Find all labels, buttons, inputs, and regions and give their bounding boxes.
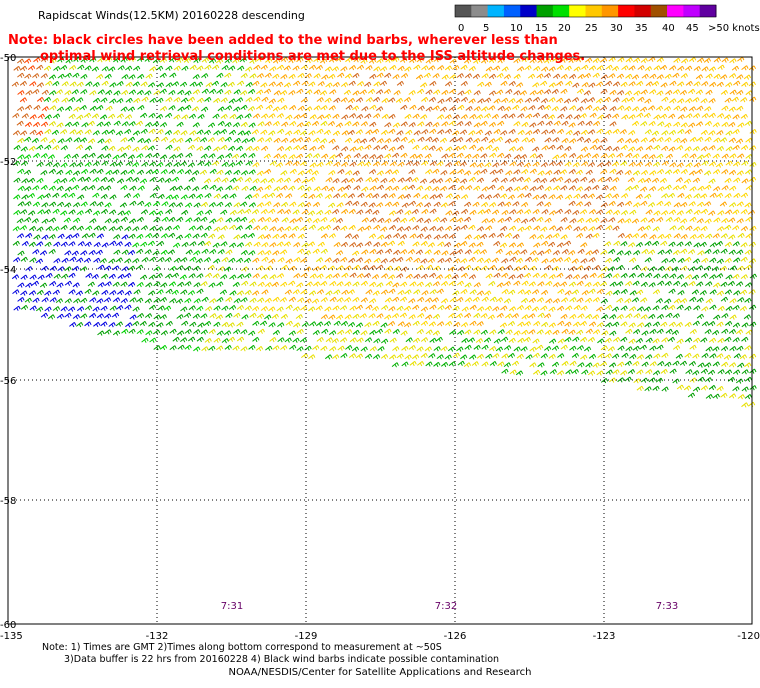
colorbar-label: 0	[458, 23, 464, 34]
longitude-label: -132	[146, 631, 169, 642]
wind-barb-group	[253, 56, 756, 280]
longitude-label: -135	[0, 631, 23, 642]
longitude-label: -123	[593, 631, 616, 642]
colorbar-swatch	[585, 5, 603, 17]
colorbar-label: 10	[510, 23, 523, 34]
wind-barb-group	[17, 57, 49, 136]
time-label: 7:31	[221, 601, 243, 612]
wind-barb-group	[251, 120, 757, 408]
latitude-label: -50	[0, 53, 16, 64]
map-title: Rapidscat Winds(12.5KM) 20160228 descend…	[38, 9, 305, 22]
wind-barb-group	[13, 56, 605, 376]
colorbar-label: 40	[662, 23, 675, 34]
note-line-2: optimal wind retrieval conditions are me…	[40, 49, 586, 64]
latitude-labels: -50 -52 -54 -56 -58 -60	[0, 53, 16, 631]
latitude-label: -52	[0, 157, 16, 168]
wind-barb-group	[12, 152, 204, 352]
wind-barb-group	[11, 232, 137, 328]
colorbar-swatch	[520, 5, 538, 17]
colorbar-swatch	[650, 5, 668, 17]
colorbar-swatch	[471, 5, 489, 17]
longitude-label: -126	[444, 631, 467, 642]
longitude-label: -129	[295, 631, 318, 642]
colorbar-swatch	[667, 5, 684, 17]
footnotes: Note: 1) Times are GMT 2)Times along bot…	[42, 642, 499, 666]
altitude-note: Note: black circles have been added to t…	[8, 33, 585, 65]
colorbar-swatch	[569, 5, 586, 17]
latitude-label: -60	[0, 620, 16, 631]
latitude-label: -56	[0, 376, 16, 387]
colorbar-label: 5	[483, 23, 489, 34]
time-label: 7:33	[656, 601, 678, 612]
colorbar-label: 25	[585, 23, 598, 34]
colorbar-outline	[454, 4, 717, 18]
colorbar-swatch	[552, 5, 570, 17]
colorbar-swatch	[487, 5, 505, 17]
colorbar-swatch	[503, 5, 521, 17]
speed-colorbar: 0 5 10 15 20 25 30 35 40 45 >50 knots	[454, 4, 760, 34]
longitude-labels: -135 -132 -129 -126 -123 -120	[0, 631, 760, 642]
latitude-label: -58	[0, 496, 16, 507]
colorbar-label: 45	[686, 23, 699, 34]
lat-lon-grid	[8, 57, 752, 624]
colorbar-label: 20	[558, 23, 571, 34]
wind-barb-group	[11, 57, 625, 280]
colorbar-label: 15	[535, 23, 548, 34]
wind-barb-group	[251, 120, 757, 336]
time-labels: 7:31 7:32 7:33	[221, 601, 678, 612]
footnote-line-2: 3)Data buffer is 22 hrs from 20160228 4)…	[64, 654, 500, 665]
note-line-1: Note: black circles have been added to t…	[8, 33, 558, 48]
credit-line: NOAA/NESDIS/Center for Satellite Applica…	[228, 667, 532, 678]
plot-frame	[7, 56, 753, 625]
colorbar-label: 35	[635, 23, 648, 34]
footnote-line-1: Note: 1) Times are GMT 2)Times along bot…	[42, 642, 442, 653]
colorbar-swatch	[455, 5, 472, 17]
time-label: 7:32	[435, 601, 457, 612]
colorbar-swatch	[601, 5, 619, 17]
wind-barbs-layer	[11, 56, 757, 408]
longitude-label: -120	[737, 631, 760, 642]
colorbar-swatch	[536, 5, 554, 17]
latitude-label: -54	[0, 265, 16, 276]
wind-barb-group	[17, 56, 257, 352]
colorbar-swatch	[683, 5, 701, 17]
wind-barb-group	[12, 152, 757, 400]
wind-barb-group	[252, 56, 757, 336]
colorbar-label: 30	[610, 23, 623, 34]
colorbar-swatch	[618, 5, 635, 17]
colorbar-swatch	[699, 5, 717, 17]
colorbar-label: >50 knots	[708, 23, 760, 34]
colorbar-swatch	[634, 5, 652, 17]
